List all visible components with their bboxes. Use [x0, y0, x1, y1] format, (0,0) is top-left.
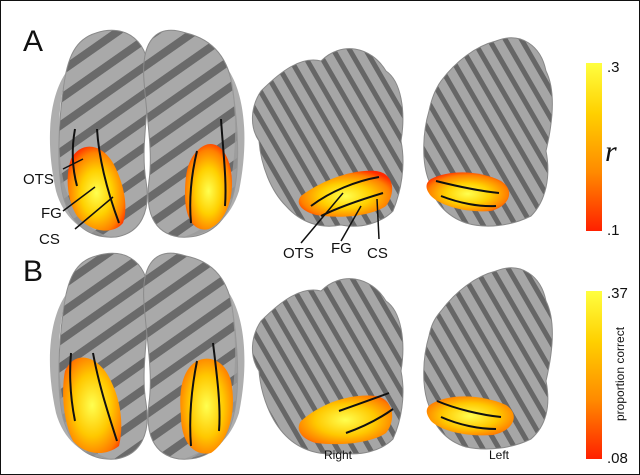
- panel-b-ventral-right-hemisphere: [49, 252, 150, 460]
- panel-a-colorbar-label: r: [605, 135, 617, 168]
- panel-a-ventral-left-hemisphere: [143, 29, 245, 238]
- panel-a-flat-right-hemisphere: OTS FG CS: [252, 48, 404, 262]
- cos-sulcus-line: [96, 128, 120, 224]
- panel-a-flat-right-activation: [298, 170, 393, 217]
- panel-a-left-activation: [185, 143, 233, 230]
- label-cs: CS: [39, 231, 60, 248]
- label-ots: OTS: [23, 171, 54, 188]
- panel-b: B Right: [23, 252, 628, 467]
- panel-b-colorbar: .37 .08 proportion correct: [586, 285, 628, 467]
- panel-b-right-activation: [63, 357, 122, 454]
- panel-b-colorbar-label: proportion correct: [613, 326, 627, 421]
- panel-a-flat-left-activation: [426, 172, 510, 212]
- panel-b-colorbar-min: .08: [607, 450, 628, 467]
- panel-b-colorbar-gradient: [586, 291, 602, 459]
- panel-b-left-activation: [180, 358, 233, 454]
- ots-sulcus-line: [71, 128, 78, 187]
- label-cs-flat: CS: [367, 245, 388, 262]
- label-fg-flat: FG: [331, 240, 352, 257]
- panel-a-colorbar-gradient: [586, 63, 602, 231]
- panel-a-letter: A: [23, 25, 43, 58]
- panel-a-colorbar-min: .1: [607, 222, 620, 239]
- panel-a: A OTS FG CS: [23, 25, 620, 262]
- panel-b-letter: B: [23, 255, 43, 288]
- label-left: Left: [489, 448, 510, 462]
- panel-a-colorbar: .3 .1 r: [586, 59, 620, 239]
- panel-b-flat-right-activation: [298, 395, 393, 445]
- panel-a-right-activation: [67, 146, 126, 231]
- panel-b-ventral-left-hemisphere: [143, 252, 245, 460]
- label-ots-flat: OTS: [283, 245, 314, 262]
- panel-b-colorbar-max: .37: [607, 285, 628, 302]
- panel-b-flat-left-hemisphere: Left: [423, 267, 553, 462]
- panel-a-flat-left-hemisphere: [423, 37, 553, 227]
- panel-b-flat-right-hemisphere: Right: [252, 278, 404, 462]
- label-fg: FG: [41, 205, 62, 222]
- panel-a-colorbar-max: .3: [607, 59, 620, 76]
- label-right: Right: [324, 448, 353, 462]
- panel-a-ventral-right-hemisphere: OTS FG CS: [23, 29, 150, 248]
